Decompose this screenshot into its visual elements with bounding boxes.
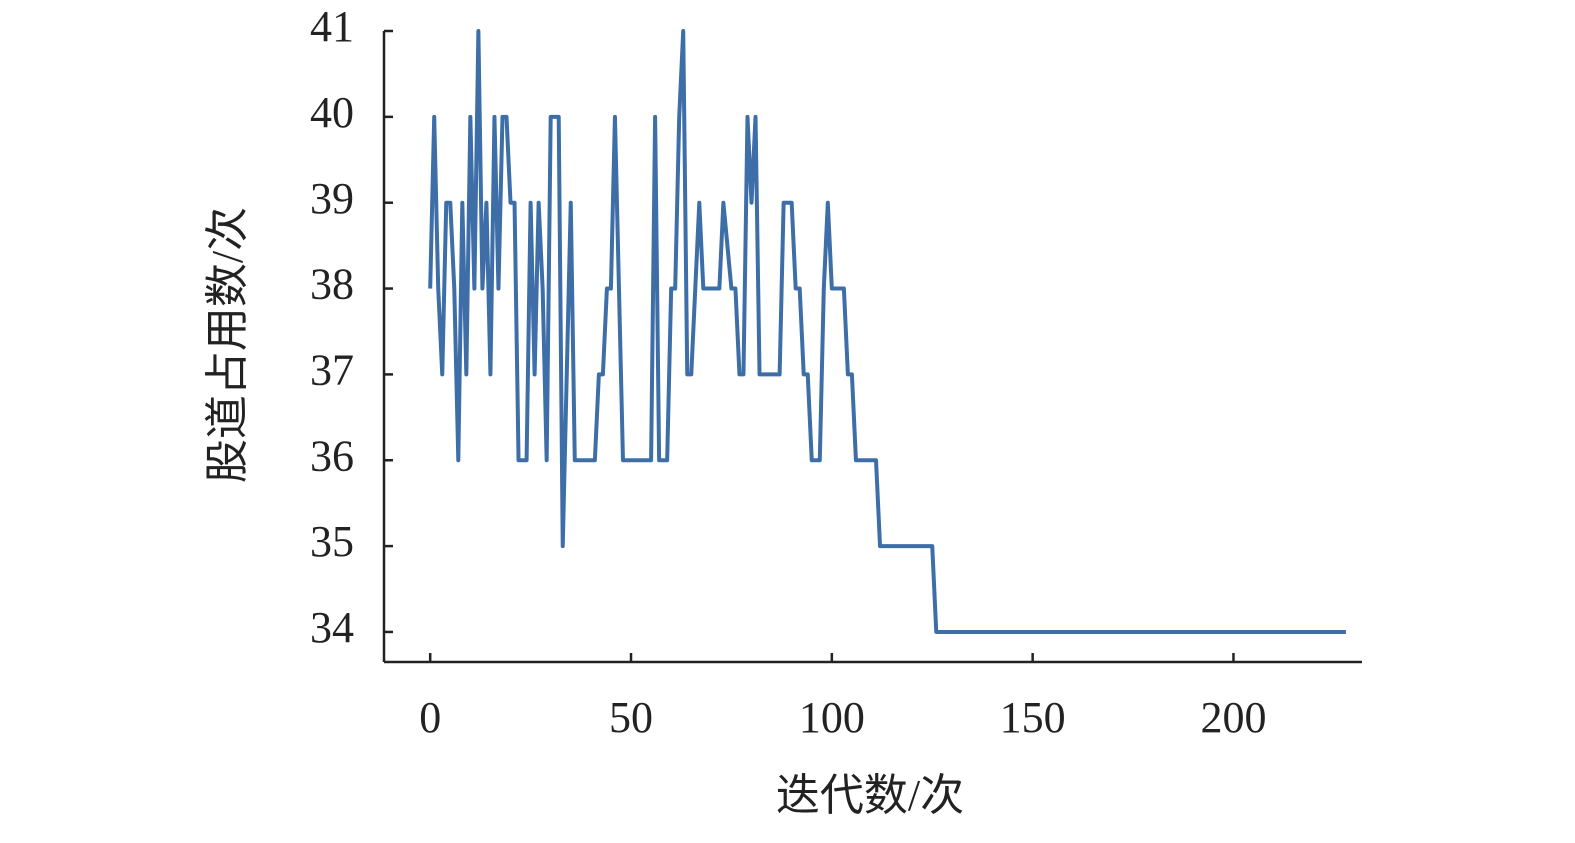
- line: [428, 29, 1346, 634]
- y-tick-label: 39: [310, 174, 354, 223]
- x-tick-label: 100: [799, 693, 865, 742]
- y-tick-label: 36: [310, 431, 354, 480]
- y-axis-label: 股道占用数/次: [203, 207, 252, 483]
- x-tick-label: 0: [419, 693, 441, 742]
- x-tick-label: 200: [1200, 693, 1266, 742]
- y-tick-label: 41: [310, 2, 354, 51]
- x-tick-label: 150: [1000, 693, 1066, 742]
- y-tick-label: 40: [310, 88, 354, 137]
- y-tick-label: 38: [310, 260, 354, 309]
- y-tick-label: 34: [310, 603, 354, 652]
- y-tick-label: 35: [310, 517, 354, 566]
- x-axis-label: 迭代数/次: [776, 771, 964, 820]
- y-tick-label: 37: [310, 345, 354, 394]
- x-tick-label: 50: [609, 693, 653, 742]
